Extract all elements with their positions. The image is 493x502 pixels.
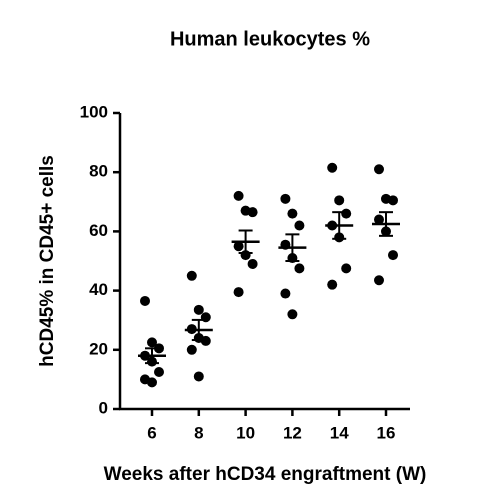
y-tick-label: 80 xyxy=(89,162,108,181)
dot xyxy=(280,193,291,204)
y-tick-label: 60 xyxy=(89,221,108,240)
dot xyxy=(374,164,384,175)
y-axis-label: hCD45% in CD45+ cells xyxy=(37,155,58,367)
dot xyxy=(247,207,258,218)
x-tick-label: 8 xyxy=(194,423,203,442)
dot xyxy=(147,337,157,348)
dot xyxy=(374,275,384,286)
dot xyxy=(247,258,258,269)
y-tick-label: 40 xyxy=(89,280,108,299)
dot xyxy=(186,270,197,281)
dot xyxy=(388,195,398,206)
dot xyxy=(154,367,164,377)
dot xyxy=(327,162,338,173)
dot xyxy=(334,195,345,206)
dot xyxy=(193,304,204,315)
dot xyxy=(388,250,398,261)
y-tick-label: 100 xyxy=(80,102,108,121)
x-tick-label: 6 xyxy=(147,423,156,442)
dot xyxy=(147,377,157,388)
x-tick-label: 10 xyxy=(236,423,255,442)
dot xyxy=(140,295,150,306)
dot xyxy=(374,214,384,225)
dot xyxy=(233,287,244,298)
dot xyxy=(233,190,244,201)
x-tick-label: 12 xyxy=(283,423,302,442)
dot xyxy=(341,208,352,219)
dot xyxy=(287,309,298,320)
x-axis-label: Weeks after hCD34 engraftment (W) xyxy=(104,464,427,485)
dot xyxy=(280,288,291,299)
dot xyxy=(341,263,352,274)
dot xyxy=(294,220,305,231)
x-tick-label: 14 xyxy=(330,423,349,442)
dot xyxy=(287,208,298,219)
dot xyxy=(294,263,305,274)
dot xyxy=(193,371,204,382)
dot xyxy=(233,241,244,252)
y-tick-label: 0 xyxy=(99,398,108,417)
dot xyxy=(327,279,338,290)
dot xyxy=(186,344,197,355)
x-tick-label: 16 xyxy=(377,423,396,442)
chart-title: Human leukocytes % xyxy=(170,28,370,50)
y-tick-label: 20 xyxy=(89,339,108,358)
